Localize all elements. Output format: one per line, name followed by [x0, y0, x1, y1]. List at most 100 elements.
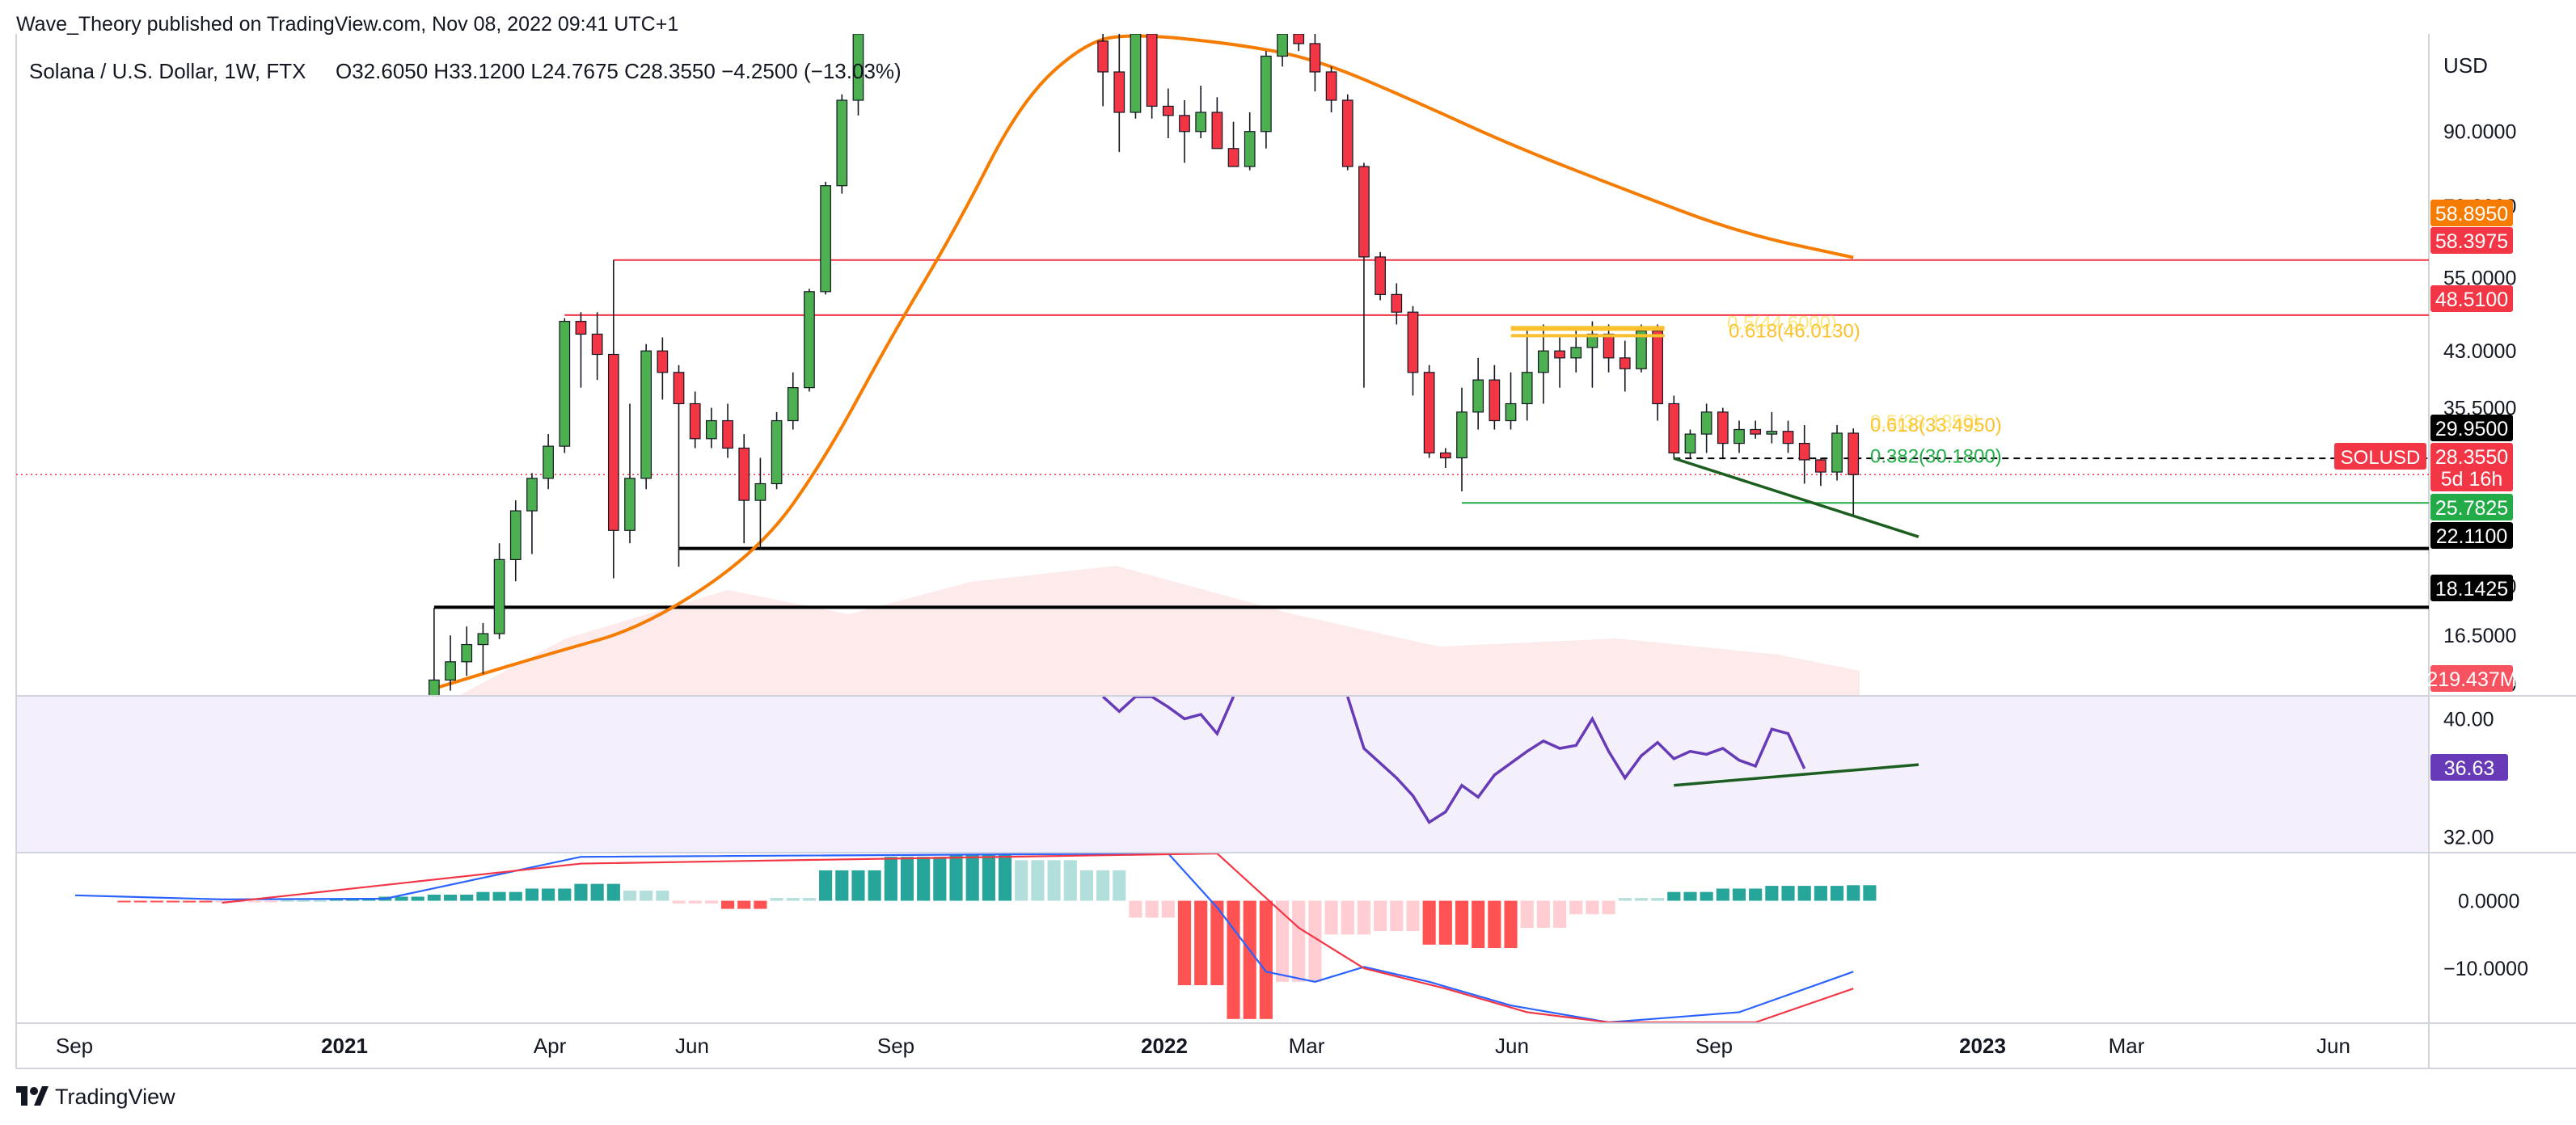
macd-bar: [1488, 900, 1501, 949]
candle-body: [1848, 432, 1860, 475]
price-badge-label: 58.8950: [2435, 203, 2508, 225]
macd-bar: [1863, 885, 1877, 901]
macd-bar: [542, 888, 555, 901]
macd-bar: [949, 854, 963, 901]
macd-bar: [1536, 900, 1550, 928]
candle-body: [1261, 55, 1272, 133]
ma-line: [433, 34, 1854, 690]
macd-bar: [786, 898, 800, 901]
macd-bar: [672, 900, 686, 904]
candle-body: [1815, 459, 1826, 473]
footer-brand: TradingView: [55, 1085, 175, 1109]
macd-bar: [1732, 888, 1746, 901]
macd-bar: [1569, 900, 1583, 915]
candle-body: [1505, 402, 1517, 422]
candle-body: [1684, 433, 1696, 454]
macd-bar: [1145, 900, 1159, 918]
price-badge: [2430, 665, 2513, 692]
candle: [543, 434, 554, 490]
candle: [1293, 34, 1305, 52]
macd-bar: [851, 870, 865, 901]
candle-body: [1619, 357, 1631, 369]
macd-bar: [623, 890, 637, 901]
candle-body: [1603, 333, 1615, 359]
macd-bar: [1129, 900, 1142, 918]
macd-bar: [281, 900, 294, 902]
candle: [722, 403, 733, 458]
candle-body: [1211, 112, 1223, 150]
candle: [1423, 364, 1435, 458]
candle-body: [1309, 43, 1321, 73]
signal-line: [222, 853, 1854, 1022]
macd-bar: [1015, 860, 1028, 901]
price-badge-label: 29.9500: [2435, 418, 2508, 440]
candle: [1277, 34, 1288, 67]
fib-band: [1510, 326, 1665, 331]
fib-label-top-overlap: 0.5(44.6000): [1727, 312, 1837, 334]
fib-levels: 0.618(46.0130)0.5(44.6000) 0.618(33.4950)…: [1510, 312, 2002, 467]
candle: [559, 318, 571, 453]
candle-body: [1652, 330, 1663, 405]
symbol-tag-label: SOLUSD: [2341, 447, 2421, 469]
macd-bar: [1749, 888, 1763, 901]
macd-bar: [525, 888, 539, 901]
macd-bar: [1113, 870, 1126, 901]
time-tick-label: Mar: [1289, 1034, 1325, 1058]
candle: [1570, 331, 1582, 373]
candle: [624, 403, 636, 544]
candle-body: [706, 419, 717, 440]
candle: [1391, 283, 1403, 325]
candle-body: [461, 643, 473, 663]
price-tick-label: 43.0000: [2443, 340, 2516, 363]
rsi-tick-label: 40.00: [2443, 708, 2494, 731]
macd-bar: [1455, 900, 1469, 945]
candle: [689, 391, 701, 449]
candle: [1261, 51, 1272, 149]
time-tick-label: Apr: [534, 1034, 567, 1058]
macd-bar: [1357, 900, 1371, 935]
candle: [1521, 331, 1533, 421]
macd-bar: [150, 900, 163, 903]
time-tick-label: Sep: [1696, 1034, 1733, 1058]
candle: [1815, 457, 1826, 487]
candle: [1227, 121, 1239, 167]
candle-body: [1277, 34, 1288, 57]
candle: [1113, 34, 1125, 153]
macd-bar: [1422, 900, 1436, 945]
price-badge: [2430, 285, 2513, 312]
macd-bar: [1602, 900, 1615, 915]
candle-body: [477, 633, 489, 646]
rsi-line: [1101, 697, 1806, 824]
candle-body: [1407, 311, 1419, 373]
candle: [575, 312, 587, 388]
candle-body: [1798, 442, 1810, 461]
macd-bar: [1390, 900, 1404, 932]
candle-body: [429, 679, 440, 695]
macd-bar: [1814, 886, 1827, 901]
macd-bar: [411, 896, 424, 901]
macd-bar: [590, 883, 604, 901]
macd-bar: [1031, 860, 1045, 901]
candle-body: [1521, 372, 1533, 405]
candle: [1586, 321, 1598, 388]
tradingview-logo[interactable]: TradingView: [16, 1085, 175, 1109]
time-tick-label: Sep: [56, 1034, 93, 1058]
candle: [1162, 88, 1174, 138]
macd-bar: [917, 857, 931, 901]
macd-bar: [1847, 885, 1860, 901]
candle-body: [820, 185, 831, 293]
macd-bar: [1700, 891, 1713, 901]
macd-bar: [1683, 891, 1697, 901]
trendlines: [1673, 457, 1919, 787]
macd-histogram: [74, 853, 1877, 1022]
candle-body: [1375, 256, 1386, 295]
candle-body: [526, 478, 538, 512]
time-tick-label: 2022: [1141, 1034, 1188, 1058]
macd-bar: [558, 888, 572, 901]
macd-bar: [427, 894, 441, 901]
price-badge: [2430, 465, 2513, 491]
candle: [1407, 305, 1419, 396]
candle-body: [1570, 347, 1582, 359]
price-badge-label: 5d 16h: [2441, 468, 2502, 491]
